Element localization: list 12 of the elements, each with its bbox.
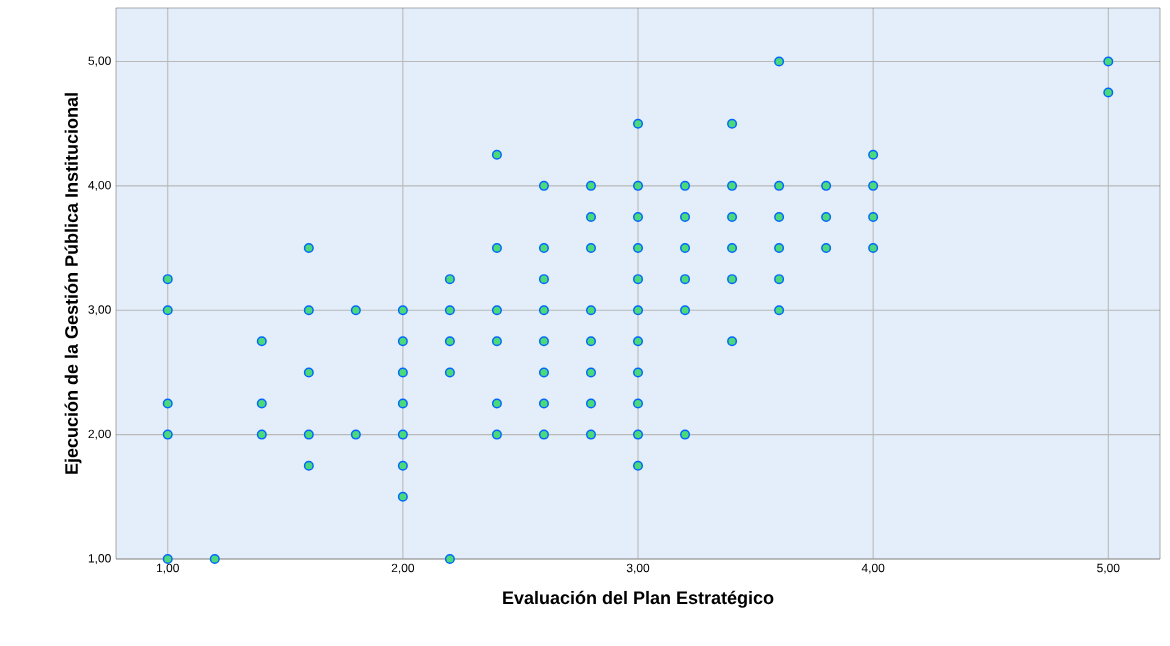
y-tick-label: 1,00	[88, 554, 111, 564]
x-tick-label: 1,00	[156, 563, 179, 574]
x-tick-label: 5,00	[1097, 563, 1120, 574]
x-axis-title: Evaluación del Plan Estratégico	[503, 590, 774, 608]
y-tick-label: 4,00	[88, 180, 111, 191]
y-axis-title: Ejecución de la Gestión Pública Institucional	[64, 93, 82, 474]
y-tick-label: 2,00	[88, 429, 111, 440]
x-tick-label: 2,00	[391, 563, 415, 574]
x-tick-label: 4,00	[861, 563, 885, 574]
x-tick-label: 3,00	[626, 563, 650, 574]
y-tick-label: 5,00	[88, 56, 111, 67]
y-tick-label: 3,00	[88, 305, 111, 316]
